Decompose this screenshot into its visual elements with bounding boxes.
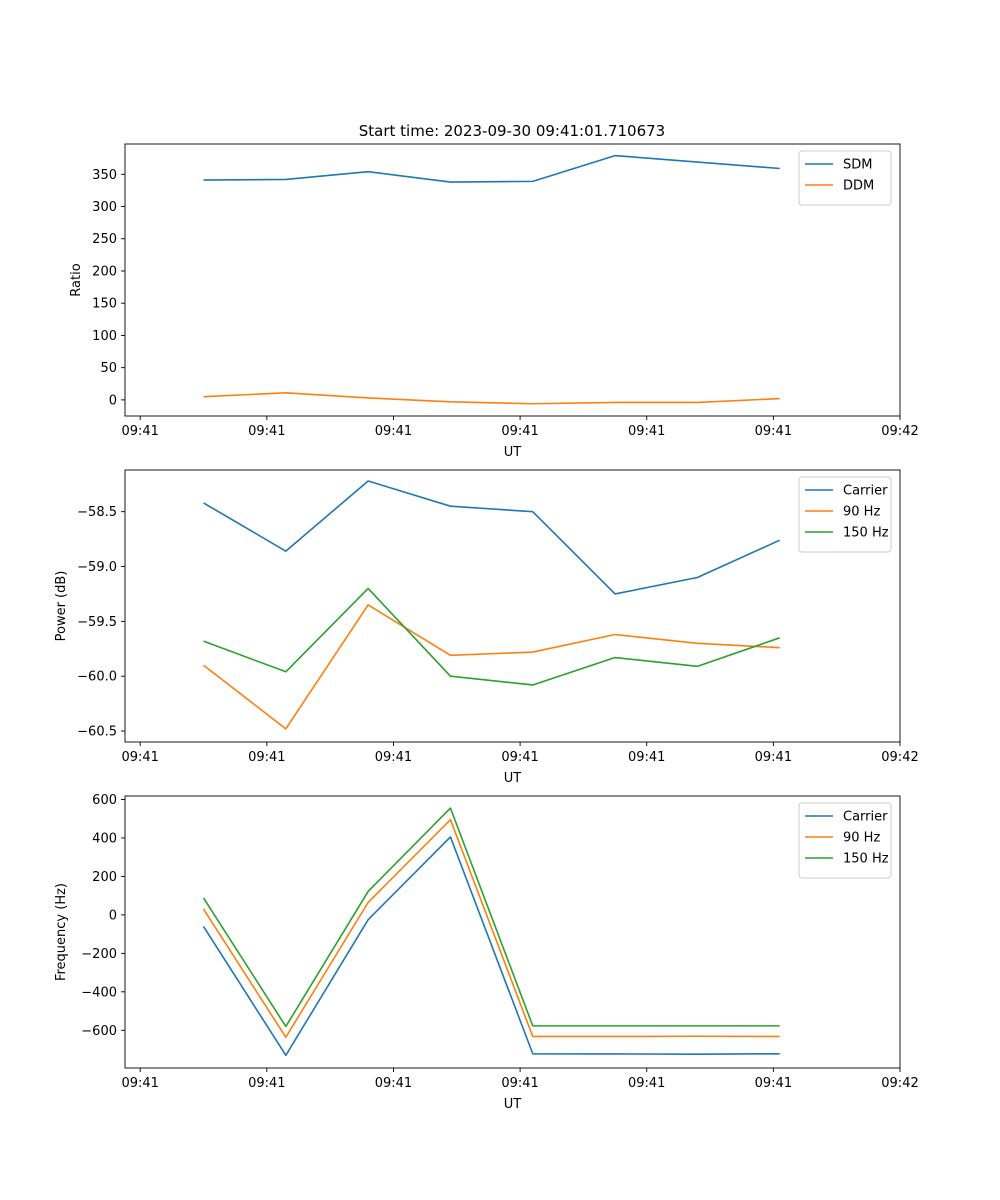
x-tick-label: 09:42 [881,1076,918,1091]
x-tick-label: 09:41 [375,1076,412,1091]
y-axis-label: Frequency (Hz) [54,883,69,981]
series-line-90-hz [203,604,780,730]
series-line-90-hz [202,818,780,1039]
y-tick-label: 350 [92,168,117,183]
y-tick-label: 300 [92,200,117,215]
legend: Carrier 90 Hz 150 Hz [798,476,892,553]
legend: SDM DDM [798,150,892,206]
x-axis-label: UT [504,445,522,460]
figure-title: Start time: 2023-09-30 09:41:01.710673 [359,122,665,140]
y-tick-label: −59.0 [77,560,117,575]
axes-frame [124,469,901,743]
y-axis-label: Ratio [69,263,84,296]
series-line-ddm [203,391,780,405]
legend-label: 90 Hz [843,505,880,520]
x-tick-label: 09:41 [628,750,665,765]
series-line-sdm [203,154,780,183]
y-tick-label: −600 [81,1024,117,1039]
y-tick-label: 400 [92,831,117,846]
legend: Carrier 90 Hz 150 Hz [798,802,892,879]
legend-box [798,802,892,879]
legend-label: DDM [843,179,874,194]
x-tick-label: 09:42 [881,424,918,439]
x-tick-label: 09:41 [375,424,412,439]
x-tick-label: 09:41 [375,750,412,765]
x-tick-label: 09:41 [248,424,285,439]
subplot-3: 09:41 09:41 09:41 09:41 09:41 09:41 09:42 −600 −… [54,793,919,1112]
legend-label: Carrier [843,810,888,825]
y-tick-label: −59.5 [77,615,117,630]
x-tick-label: 09:41 [755,750,792,765]
series-line-150-hz [203,587,780,686]
x-tick-label: 09:42 [881,750,918,765]
y-axis-label: Power (dB) [54,571,69,642]
subplot-2: 09:41 09:41 09:41 09:41 09:41 09:41 09:42 −60.5… [54,469,919,786]
x-tick-label: 09:41 [121,750,158,765]
y-tick-label: 200 [92,870,117,885]
x-tick-label: 09:41 [121,1076,158,1091]
legend-label: 150 Hz [843,852,889,867]
y-tick-label: 150 [92,297,117,312]
x-tick-label: 09:41 [755,1076,792,1091]
y-tick-label: 0 [109,908,117,923]
x-tick-label: 09:41 [628,424,665,439]
subplot-1: 09:41 09:41 09:41 09:41 09:41 09:41 09:42 0 50 10… [69,143,919,460]
x-tick-label: 09:41 [628,1076,665,1091]
subplots: 09:41 09:41 09:41 09:41 09:41 09:41 09:42 0 50 10… [54,143,919,1112]
y-tick-label: −58.5 [77,505,117,520]
x-tick-label: 09:41 [248,750,285,765]
legend-label: Carrier [843,484,888,499]
legend-label: 90 Hz [843,831,880,846]
y-tick-label: −60.5 [77,725,117,740]
y-tick-label: −400 [81,985,117,1000]
y-tick-label: 50 [100,361,117,376]
legend-label: 150 Hz [843,526,889,541]
x-axis-label: UT [504,1097,522,1112]
series-line-150-hz [202,807,780,1028]
series-line-carrier [203,480,781,595]
axes-frame [124,143,901,417]
y-tick-label: 100 [92,329,117,344]
series-line-carrier [202,836,780,1057]
x-axis-label: UT [504,771,522,786]
y-tick-label: −200 [81,947,117,962]
y-tick-label: 600 [92,793,117,808]
x-tick-label: 09:41 [755,424,792,439]
axes-frame [124,795,901,1069]
y-tick-label: 250 [92,232,117,247]
legend-label: SDM [843,158,872,173]
x-tick-label: 09:41 [248,1076,285,1091]
x-tick-label: 09:41 [121,424,158,439]
y-tick-label: 0 [109,393,117,408]
y-tick-label: 200 [92,264,117,279]
legend-box [798,476,892,553]
y-tick-label: −60.0 [77,670,117,685]
x-tick-label: 09:41 [501,1076,538,1091]
x-tick-label: 09:41 [501,424,538,439]
x-tick-label: 09:41 [501,750,538,765]
